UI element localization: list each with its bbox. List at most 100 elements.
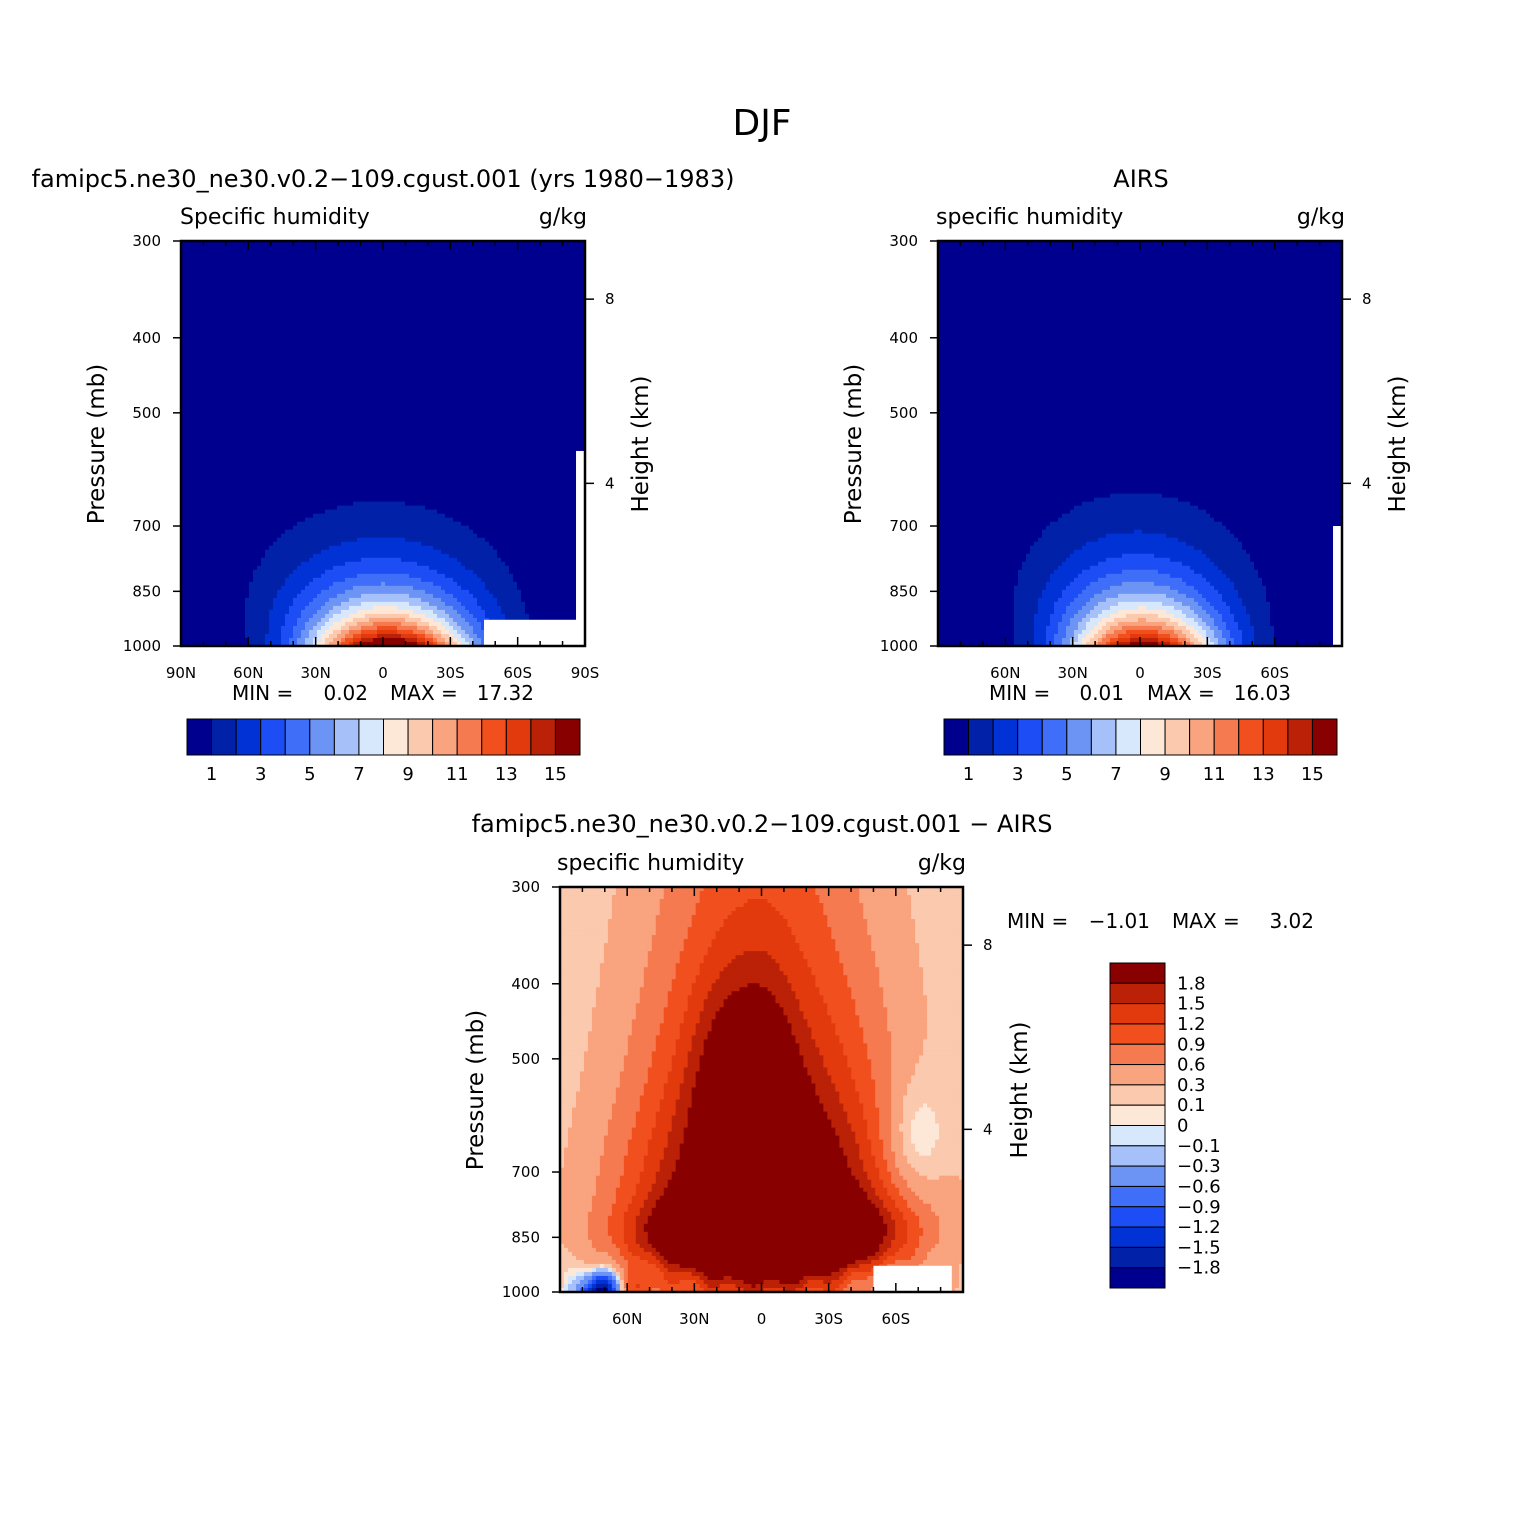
contour-cell xyxy=(217,341,222,346)
contour-cell xyxy=(405,397,410,402)
contour-cell xyxy=(317,261,322,266)
contour-cell xyxy=(397,309,402,314)
contour-cell xyxy=(337,341,342,346)
contour-cell xyxy=(561,277,566,282)
contour-cell xyxy=(445,257,450,262)
contour-cell xyxy=(481,245,486,250)
contour-cell xyxy=(345,385,350,390)
contour-cell xyxy=(453,309,458,314)
contour-cell xyxy=(201,433,206,439)
contour-cell xyxy=(389,245,394,250)
contour-cell xyxy=(581,373,586,378)
contour-cell xyxy=(437,301,442,306)
contour-cell xyxy=(273,389,278,394)
contour-cell xyxy=(553,337,558,342)
contour-cell xyxy=(237,361,242,366)
contour-cell xyxy=(457,421,462,427)
contour-cell xyxy=(429,425,434,431)
contour-cell xyxy=(181,281,186,286)
contour-cell xyxy=(533,309,538,314)
contour-cell xyxy=(405,377,410,382)
contour-cell xyxy=(381,317,386,322)
contour-cell xyxy=(365,261,370,266)
contour-cell xyxy=(293,377,298,382)
contour-cell xyxy=(285,321,290,326)
contour-cell xyxy=(381,365,386,370)
contour-cell xyxy=(225,353,230,358)
contour-cell xyxy=(369,289,374,294)
contour-cell xyxy=(573,353,578,358)
contour-cell xyxy=(421,429,426,435)
contour-cell xyxy=(401,261,406,266)
contour-cell xyxy=(221,297,226,302)
contour-cell xyxy=(293,357,298,362)
contour-cell xyxy=(321,289,326,294)
contour-cell xyxy=(573,325,578,330)
contour-cell xyxy=(277,341,282,346)
contour-cell xyxy=(497,289,502,294)
contour-cell xyxy=(581,293,586,298)
contour-cell xyxy=(181,401,186,407)
contour-cell xyxy=(301,393,306,398)
contour-cell xyxy=(249,241,254,246)
contour-cell xyxy=(357,377,362,382)
panel-title: famipc5.ne30_ne30.v0.2−109.cgust.001 (yr… xyxy=(32,165,735,193)
contour-cell xyxy=(533,373,538,378)
contour-cell xyxy=(337,385,342,390)
contour-cell xyxy=(545,377,550,382)
contour-cell xyxy=(541,309,546,314)
contour-cell xyxy=(437,357,442,362)
contour-cell xyxy=(185,421,190,427)
contour-cell xyxy=(453,321,458,326)
contour-cell xyxy=(529,397,534,402)
contour-cell xyxy=(477,357,482,362)
contour-cell xyxy=(509,421,514,427)
contour-cell xyxy=(273,325,278,330)
contour-cell xyxy=(229,401,234,407)
contour-cell xyxy=(457,289,462,294)
contour-cell xyxy=(409,429,414,435)
contour-cell xyxy=(193,341,198,346)
contour-cell xyxy=(261,289,266,294)
contour-cell xyxy=(261,437,266,443)
contour-cell xyxy=(441,397,446,402)
contour-cell xyxy=(465,329,470,334)
contour-cell xyxy=(261,417,266,423)
contour-cell xyxy=(381,305,386,310)
contour-cell xyxy=(525,377,530,382)
contour-cell xyxy=(489,257,494,262)
contour-cell xyxy=(441,333,446,338)
contour-cell xyxy=(369,353,374,358)
contour-cell xyxy=(529,277,534,282)
contour-cell xyxy=(321,397,326,402)
contour-cell xyxy=(469,385,474,390)
contour-cell xyxy=(193,269,198,274)
contour-cell xyxy=(469,293,474,298)
contour-cell xyxy=(185,361,190,366)
contour-cell xyxy=(309,425,314,431)
contour-cell xyxy=(441,285,446,290)
contour-cell xyxy=(453,269,458,274)
contour-cell xyxy=(481,293,486,298)
contour-cell xyxy=(457,337,462,342)
contour-cell xyxy=(521,433,526,439)
contour-cell xyxy=(213,429,218,435)
contour-cell xyxy=(229,425,234,431)
contour-cell xyxy=(557,305,562,310)
contour-cell xyxy=(257,317,262,322)
contour-cell xyxy=(465,269,470,274)
contour-cell xyxy=(469,249,474,254)
contour-cell xyxy=(465,413,470,419)
contour-cell xyxy=(565,377,570,382)
contour-cell xyxy=(561,369,566,374)
contour-cell xyxy=(233,397,238,402)
contour-cell xyxy=(305,413,310,419)
contour-cell xyxy=(441,433,446,439)
contour-cell xyxy=(437,273,442,278)
contour-cell xyxy=(309,241,314,246)
contour-cell xyxy=(329,329,334,334)
contour-cell xyxy=(345,393,350,398)
contour-cell xyxy=(421,261,426,266)
contour-cell xyxy=(369,277,374,282)
contour-cell xyxy=(205,389,210,394)
